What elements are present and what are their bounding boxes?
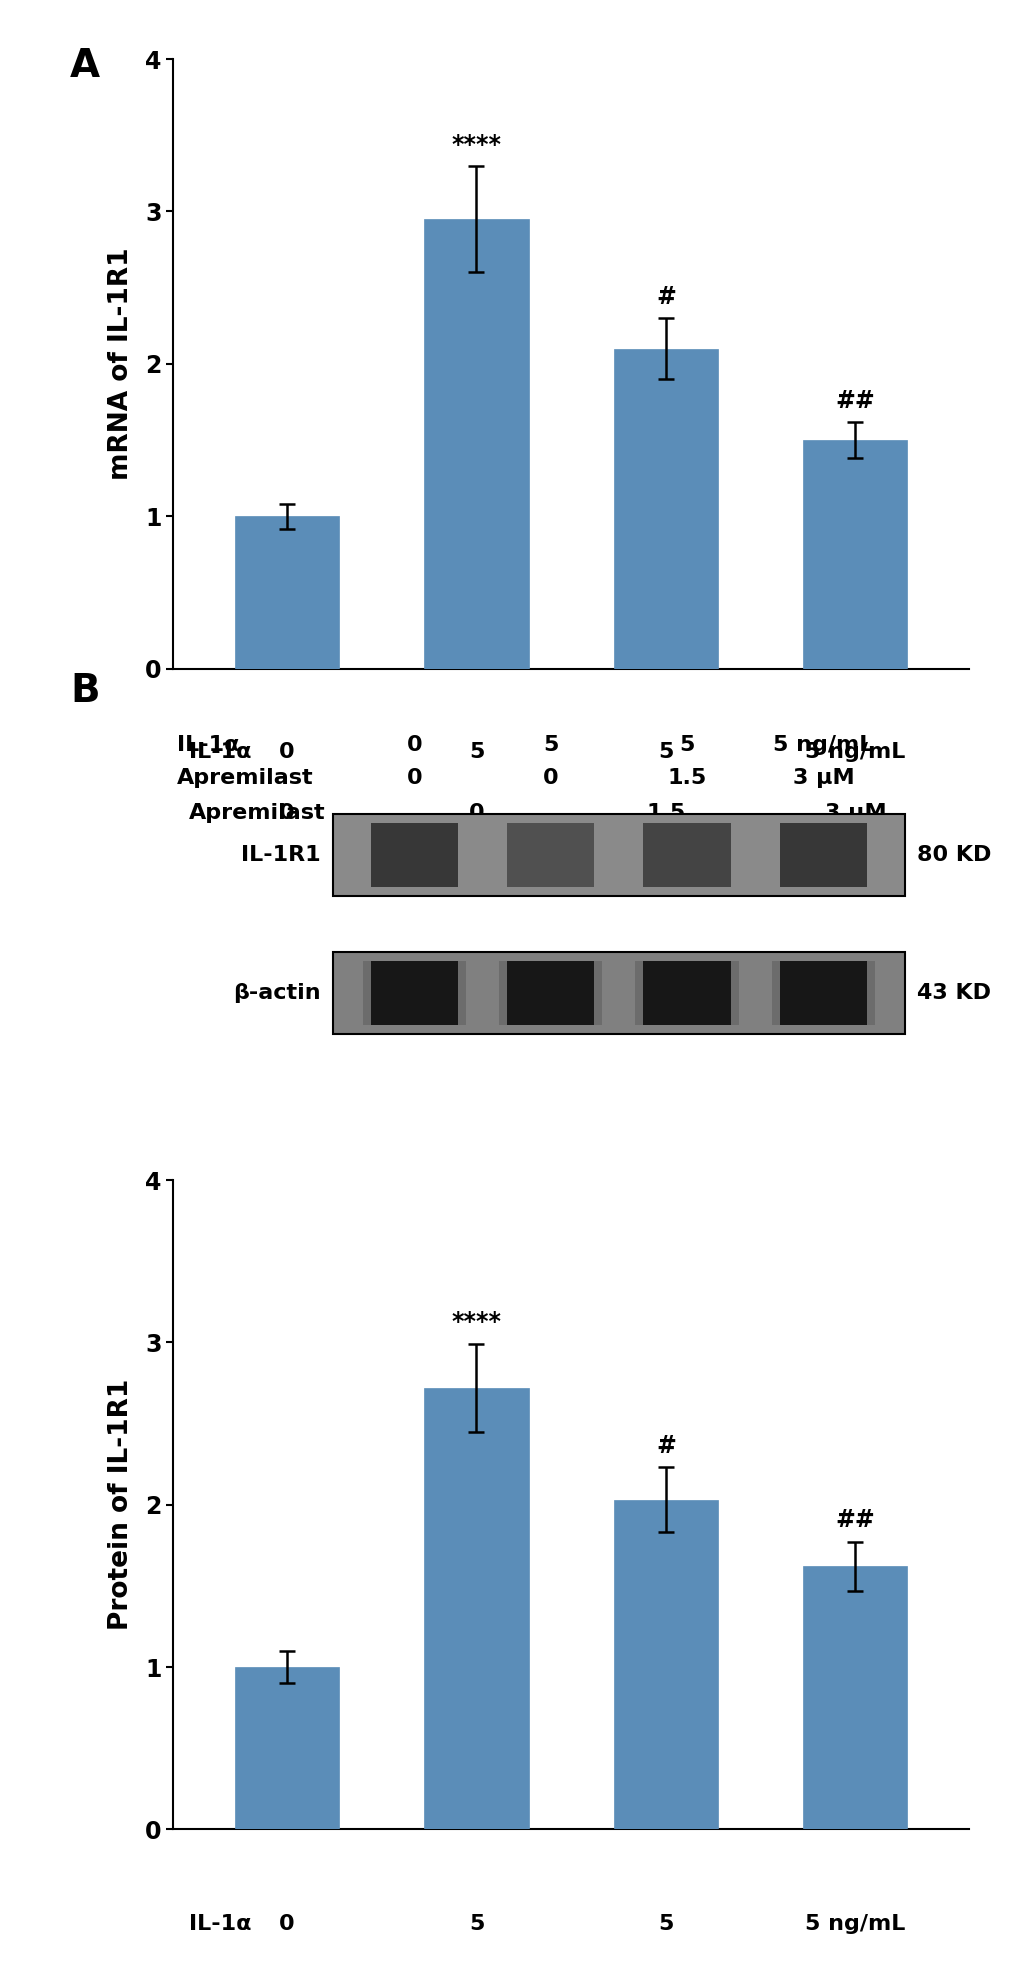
Text: A: A (70, 47, 100, 85)
Text: ##: ## (835, 389, 874, 413)
Text: ****: **** (451, 1310, 501, 1334)
Bar (635, 962, 738, 1025)
Text: IL-1α: IL-1α (177, 734, 239, 755)
Text: 5: 5 (657, 742, 673, 761)
Bar (803, 441, 907, 669)
Text: 5: 5 (469, 742, 484, 761)
Text: 1.5: 1.5 (646, 803, 685, 822)
Text: 5: 5 (542, 734, 557, 755)
Bar (498, 962, 602, 1025)
Text: B: B (70, 671, 100, 710)
Text: 0: 0 (542, 769, 558, 789)
Text: 5: 5 (469, 1914, 484, 1934)
Bar (643, 822, 731, 887)
Bar (506, 962, 594, 1025)
Text: 1.5: 1.5 (666, 769, 706, 789)
Text: 0: 0 (468, 803, 484, 822)
Text: IL-1α: IL-1α (189, 742, 251, 761)
Bar (771, 962, 874, 1025)
Bar (779, 822, 866, 887)
Text: #: # (655, 1434, 676, 1458)
Text: IL-1R1: IL-1R1 (240, 846, 320, 865)
Text: 80 KD: 80 KD (916, 846, 990, 865)
Text: 0: 0 (407, 769, 422, 789)
Text: 5: 5 (679, 734, 694, 755)
Bar (506, 822, 594, 887)
Y-axis label: Protein of IL-1R1: Protein of IL-1R1 (108, 1379, 133, 1631)
Text: 0: 0 (279, 1914, 294, 1934)
Bar (370, 962, 458, 1025)
Bar (424, 1389, 528, 1829)
Text: 3 μM: 3 μM (792, 769, 854, 789)
Bar (643, 962, 731, 1025)
Text: #: # (655, 285, 676, 309)
Bar (779, 962, 866, 1025)
Bar (363, 962, 466, 1025)
Bar (332, 814, 905, 897)
Text: 5 ng/mL: 5 ng/mL (804, 742, 905, 761)
Text: IL-1α: IL-1α (189, 1914, 251, 1934)
Text: 5: 5 (657, 1914, 673, 1934)
Text: 3 μM: 3 μM (823, 803, 886, 822)
Bar (234, 1666, 339, 1829)
Bar (803, 1566, 907, 1829)
Bar (613, 1501, 717, 1829)
Bar (424, 218, 528, 669)
Bar (234, 515, 339, 669)
Text: 43 KD: 43 KD (916, 984, 990, 1003)
Bar (332, 952, 905, 1035)
Text: ##: ## (835, 1509, 874, 1532)
Y-axis label: mRNA of IL-1R1: mRNA of IL-1R1 (108, 248, 133, 480)
Text: 0: 0 (279, 742, 294, 761)
Text: 0: 0 (407, 734, 422, 755)
Text: Apremilast: Apremilast (177, 769, 314, 789)
Text: Apremilast: Apremilast (189, 803, 325, 822)
Bar (370, 822, 458, 887)
Text: 0: 0 (279, 803, 294, 822)
Text: 5 ng/mL: 5 ng/mL (772, 734, 873, 755)
Text: β-actin: β-actin (232, 984, 320, 1003)
Bar (613, 348, 717, 669)
Text: ****: **** (451, 132, 501, 157)
Text: 5 ng/mL: 5 ng/mL (804, 1914, 905, 1934)
